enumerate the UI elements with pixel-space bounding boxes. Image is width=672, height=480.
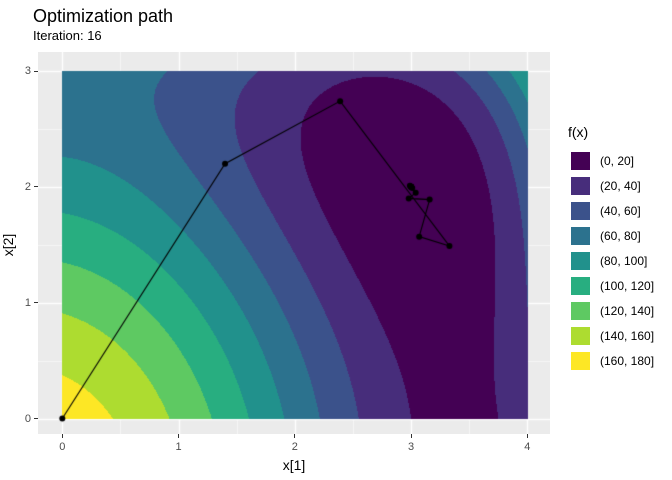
legend-entry: (0, 20] (571, 152, 654, 170)
legend-key-swatch (571, 152, 590, 170)
x-tick-label: 1 (175, 441, 182, 453)
legend-entry: (80, 100] (571, 252, 654, 270)
legend-key-label: (40, 60] (600, 204, 641, 218)
x-tick-mark (526, 434, 528, 438)
legend-key-label: (160, 180] (600, 354, 655, 368)
legend-key-swatch (571, 252, 590, 270)
legend-key-swatch (571, 277, 590, 295)
legend-key-swatch (571, 202, 590, 220)
legend-key-swatch (571, 302, 590, 320)
legend-key-swatch (571, 227, 590, 245)
y-tick-label: 3 (24, 65, 31, 77)
plot-panel (38, 52, 550, 434)
x-tick-label: 4 (524, 441, 531, 453)
x-tick-label: 2 (291, 441, 298, 453)
legend-key-label: (20, 40] (600, 179, 641, 193)
x-tick-label: 3 (407, 441, 415, 453)
plot-subtitle: Iteration: 16 (33, 28, 102, 43)
x-tick-label: 0 (59, 441, 66, 453)
y-tick-label: 2 (24, 180, 31, 193)
y-tick-mark (34, 70, 38, 72)
y-tick-label: 1 (24, 296, 31, 309)
y-axis-title: x[2] (0, 233, 16, 257)
legend-title: f(x) (568, 124, 589, 140)
y-tick-label: 0 (24, 412, 31, 425)
legend-entry: (40, 60] (571, 202, 654, 220)
legend-entry: (20, 40] (571, 177, 654, 195)
x-tick-mark (61, 434, 63, 438)
y-tick-mark (34, 418, 38, 419)
x-axis-title: x[1] (282, 457, 306, 473)
x-tick-mark (178, 434, 180, 438)
legend-key-label: (0, 20] (600, 154, 635, 168)
legend-entry: (60, 80] (571, 227, 654, 245)
legend-key-swatch (571, 177, 590, 195)
legend-key-label: (60, 80] (600, 229, 641, 243)
legend-key-label: (80, 100] (600, 254, 648, 268)
x-tick-mark (410, 434, 412, 438)
legend-key-label: (120, 140] (600, 304, 655, 318)
y-tick-mark (34, 302, 38, 304)
legend-key-label: (100, 120] (600, 279, 655, 293)
legend-entries: (0, 20] (20, 40] (40, 60] (60, 80] (80, 100]… (571, 152, 654, 377)
plot-title: Optimization path (33, 6, 174, 26)
legend-entry: (120, 140] (571, 302, 654, 320)
x-tick-mark (294, 434, 296, 438)
legend-key-swatch (571, 327, 590, 345)
legend-entry: (160, 180] (571, 352, 654, 370)
legend-entry: (140, 160] (571, 327, 654, 345)
legend-key-swatch (571, 352, 590, 370)
y-tick-mark (34, 186, 38, 188)
legend-key-label: (140, 160] (600, 329, 655, 343)
contour-canvas (38, 52, 550, 434)
legend-entry: (100, 120] (571, 277, 654, 295)
